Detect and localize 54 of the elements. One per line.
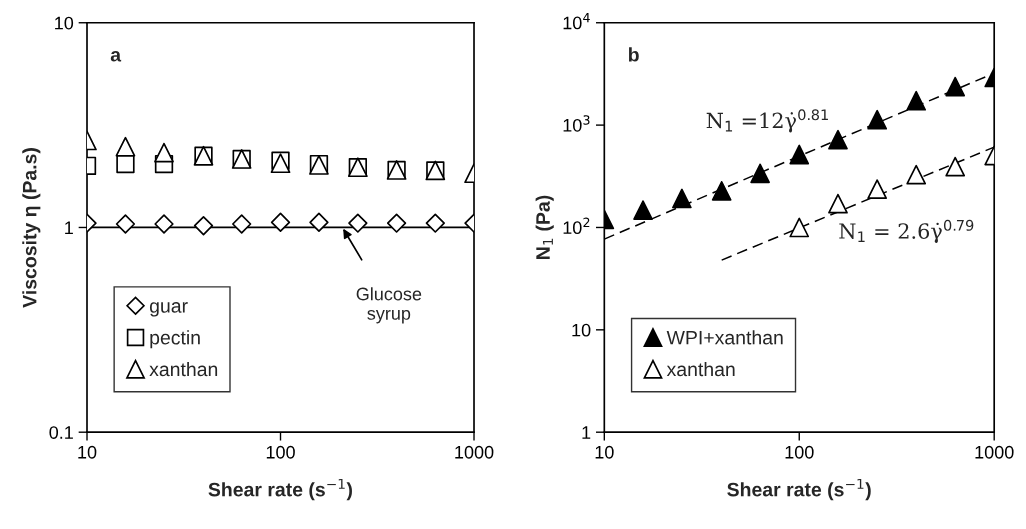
point [154,142,174,163]
y-axis-title: Viscosity η (Pa.s) [22,148,41,308]
point [789,144,810,165]
point [425,213,445,233]
point [116,154,135,174]
point [867,109,888,130]
point [945,76,966,97]
point [633,200,653,220]
y-tick-label: 0.1 [49,426,73,439]
point [945,156,966,177]
point [672,188,692,209]
point [115,136,136,157]
legend-label: xanthan [666,361,735,377]
annotation: N$_{1}$ = 2.6γ̇$^{0.79}$ [839,219,974,243]
y-tick-label: 10 [55,16,74,30]
point [906,164,927,185]
x-tick-label: 1000 [975,445,1014,459]
x-tick-label: 1000 [455,445,494,459]
point [906,90,927,111]
point [232,214,252,234]
x-tick-label: 100 [785,445,814,459]
y-tick-label: 10 [572,323,591,337]
point [828,129,848,150]
legend-label: xanthan [149,361,218,377]
point [154,214,174,234]
y-tick-label: 1 [65,221,73,235]
y-axis-title: N$_{1}$ (Pa) [535,195,554,260]
point [309,212,329,232]
annotation: Glucose syrup [356,287,422,324]
point [828,193,848,214]
x-axis-title: Shear rate (s$^{−1}$) [208,478,352,501]
point [270,212,291,232]
point [711,180,732,201]
point [193,216,214,236]
point [789,217,810,238]
legend-label: guar [149,302,188,317]
y-tick-label: 10$^{2}$ [563,217,590,235]
point [386,213,407,233]
x-axis-title: Shear rate (s$^{−1}$) [727,478,871,501]
x-tick-label: 10 [78,445,97,459]
point [115,214,136,234]
y-tick-label: 1 [582,426,591,439]
point [750,163,771,184]
y-tick-label: 10$^{3}$ [563,115,590,132]
y-tick-label: 10$^{4}$ [563,13,590,30]
x-tick-label: 10 [595,445,614,459]
annotation: N$_{1}$ =12γ̇$^{0.81}$ [706,109,828,133]
text: b [628,47,639,62]
legend-label: pectin [150,330,200,349]
legend-label: WPI+xanthan [666,330,783,345]
text: a [110,50,122,62]
x-tick-label: 100 [266,445,295,459]
point [867,179,888,199]
point [348,213,368,233]
